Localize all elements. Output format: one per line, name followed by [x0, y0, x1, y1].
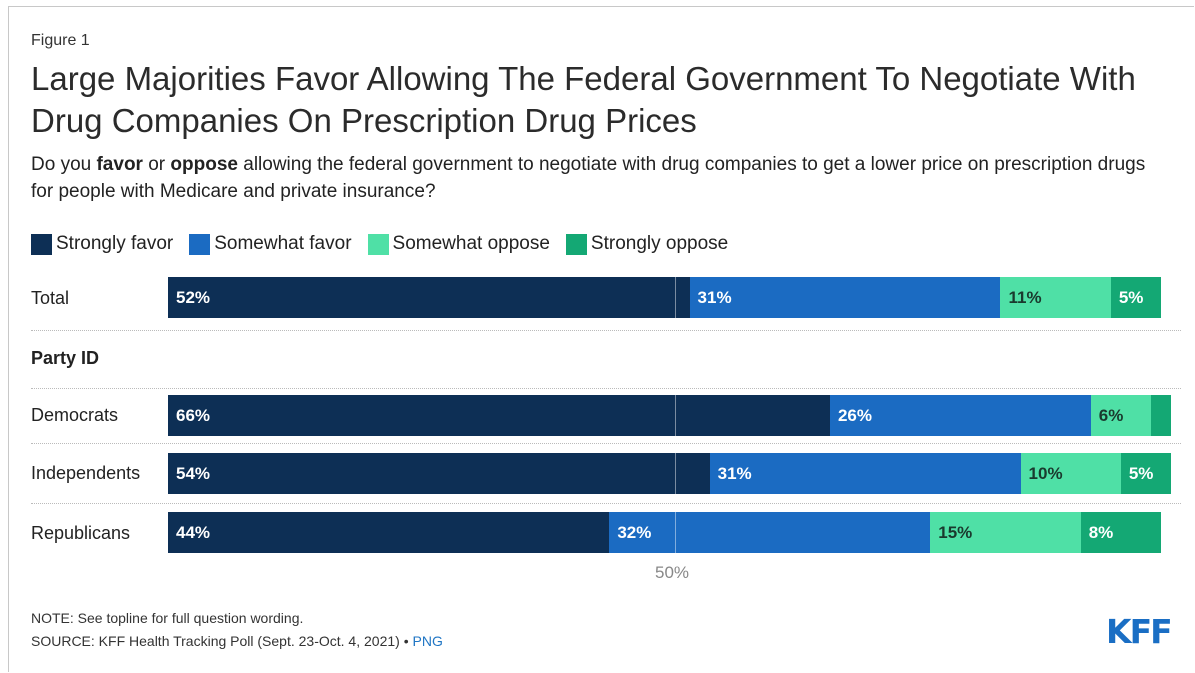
data-label: 8% — [1088, 523, 1114, 542]
data-label: 44% — [176, 523, 211, 542]
chart-title: Large Majorities Favor Allowing The Fede… — [31, 60, 1136, 139]
legend-swatch — [367, 233, 389, 255]
legend-swatch — [31, 233, 52, 255]
divider — [31, 503, 1181, 504]
reference-line-50 — [675, 277, 676, 556]
subtitle-part: allowing the federal government to negot… — [31, 154, 1146, 202]
bar-segment — [709, 453, 1021, 494]
divider — [31, 443, 1181, 444]
bar-segment — [168, 512, 610, 553]
bar-segment — [930, 512, 1081, 553]
legend-item: Strongly favor — [31, 233, 173, 255]
data-label: 26% — [837, 406, 872, 425]
data-label: 32% — [617, 523, 652, 542]
figure-label: Figure 1 — [31, 32, 90, 49]
legend: Strongly favor Somewhat favor Somewhat opp… — [31, 233, 744, 255]
bar-segment — [1120, 453, 1171, 494]
data-label: 31% — [697, 288, 732, 307]
source: SOURCE: KFF Health Tracking Poll (Sept. … — [31, 633, 443, 649]
data-label: 11% — [1008, 288, 1042, 307]
legend-label: Strongly favor — [56, 233, 174, 254]
note: NOTE: See topline for full question word… — [31, 610, 304, 626]
bar-segment — [1090, 395, 1151, 436]
data-label: 52% — [176, 288, 211, 307]
legend-item: Somewhat favor — [189, 233, 352, 255]
row-label: Total — [31, 288, 70, 308]
data-label: 31% — [717, 464, 752, 483]
bar-segment — [689, 277, 1001, 318]
reference-line-label: 50% — [655, 563, 690, 582]
data-label: 66% — [176, 406, 211, 425]
bar-segment — [168, 277, 690, 318]
legend-item: Somewhat oppose — [367, 233, 550, 255]
legend-swatch — [565, 233, 587, 255]
legend-item: Strongly oppose — [565, 233, 729, 255]
bar-segment — [168, 453, 710, 494]
legend-swatch — [189, 233, 211, 255]
divider — [31, 330, 1181, 331]
bar-segment — [1150, 395, 1171, 436]
chart-frame — [8, 6, 1194, 672]
legend-label: Somewhat oppose — [392, 233, 550, 254]
divider — [31, 388, 1181, 389]
group-label-party-id: Party ID — [31, 348, 100, 368]
legend-label: Somewhat favor — [214, 233, 352, 254]
bar-segment — [829, 395, 1091, 436]
subtitle-part: or — [142, 154, 171, 175]
png-link[interactable]: PNG — [412, 633, 443, 649]
bar-segment — [1020, 453, 1121, 494]
data-label: 54% — [176, 464, 211, 483]
legend-label: Strongly oppose — [590, 233, 729, 254]
source-text: SOURCE: KFF Health Tracking Poll (Sept. … — [31, 633, 409, 649]
subtitle-part: oppose — [170, 154, 238, 175]
data-label: 6% — [1098, 406, 1124, 425]
bar-segment — [1110, 277, 1161, 318]
data-label: 15% — [938, 523, 973, 542]
kff-logo: KFF — [1106, 612, 1173, 651]
data-label: 10% — [1028, 464, 1063, 483]
bar-segment — [609, 512, 931, 553]
subtitle-part: favor — [96, 154, 143, 175]
bar-segment — [168, 395, 830, 436]
bar-segment — [1000, 277, 1111, 318]
row-label: Republicans — [31, 523, 131, 543]
row-label: Democrats — [31, 405, 119, 425]
bar-segment — [1080, 512, 1161, 553]
subtitle-part: Do you — [31, 154, 97, 175]
row-label: Independents — [31, 463, 141, 483]
data-label: 5% — [1128, 464, 1154, 483]
chart-subtitle: Do you favor or oppose allowing the fede… — [31, 151, 1161, 205]
data-label: 5% — [1118, 288, 1144, 307]
